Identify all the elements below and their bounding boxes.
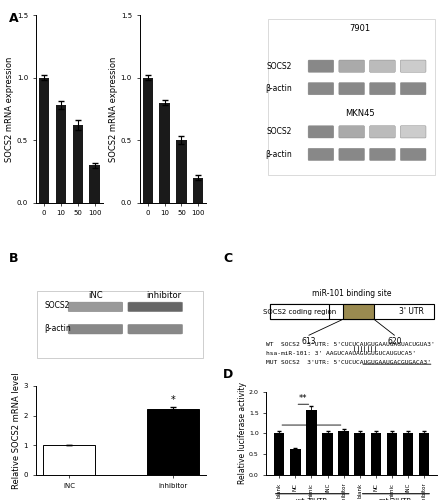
- FancyBboxPatch shape: [270, 304, 330, 319]
- Text: miR-101 binding site: miR-101 binding site: [312, 289, 392, 298]
- FancyBboxPatch shape: [308, 148, 334, 160]
- FancyBboxPatch shape: [370, 60, 395, 72]
- FancyBboxPatch shape: [68, 324, 123, 334]
- Text: 613: 613: [302, 337, 316, 346]
- Text: D: D: [223, 368, 233, 380]
- FancyBboxPatch shape: [339, 148, 364, 160]
- Bar: [39, 78, 49, 203]
- FancyBboxPatch shape: [370, 126, 395, 138]
- FancyBboxPatch shape: [68, 302, 123, 312]
- FancyBboxPatch shape: [128, 324, 182, 334]
- Text: mt 3'UTR: mt 3'UTR: [379, 498, 411, 500]
- Text: β-actin: β-actin: [265, 84, 292, 94]
- Bar: [339, 432, 349, 475]
- Bar: [355, 434, 365, 475]
- Bar: [322, 434, 333, 475]
- Text: A: A: [9, 12, 19, 26]
- Bar: [371, 434, 381, 475]
- FancyBboxPatch shape: [401, 148, 426, 160]
- Bar: [160, 102, 169, 203]
- Bar: [403, 434, 413, 475]
- FancyBboxPatch shape: [308, 126, 334, 138]
- Text: iNC: iNC: [88, 291, 103, 300]
- Bar: [290, 449, 301, 475]
- Text: wt 3'UTR: wt 3'UTR: [296, 498, 327, 500]
- Text: B: B: [9, 252, 18, 266]
- FancyBboxPatch shape: [339, 60, 364, 72]
- Bar: [419, 434, 429, 475]
- Text: SOCS2: SOCS2: [44, 302, 70, 310]
- Bar: [56, 105, 66, 203]
- Bar: [143, 78, 153, 203]
- FancyBboxPatch shape: [343, 304, 374, 319]
- Bar: [274, 434, 285, 475]
- Text: **: **: [307, 415, 316, 424]
- FancyBboxPatch shape: [339, 126, 364, 138]
- Text: β-actin: β-actin: [44, 324, 71, 332]
- FancyBboxPatch shape: [128, 302, 182, 312]
- FancyBboxPatch shape: [401, 82, 426, 95]
- Text: hsa-miR-101: 3' AAGUCAAUAGUGUGUCAUGUCA5': hsa-miR-101: 3' AAGUCAAUAGUGUGUCAUGUCA5': [266, 350, 416, 356]
- Text: MKN45: MKN45: [345, 109, 375, 118]
- Text: 7901: 7901: [350, 24, 371, 34]
- Y-axis label: Relative luciferase activity: Relative luciferase activity: [238, 382, 248, 484]
- Bar: [73, 125, 83, 203]
- Bar: [147, 409, 199, 475]
- Bar: [176, 140, 186, 203]
- FancyBboxPatch shape: [308, 82, 334, 95]
- Y-axis label: SOCS2 mRNA expression: SOCS2 mRNA expression: [5, 56, 14, 162]
- Bar: [90, 165, 99, 203]
- Text: C: C: [223, 252, 232, 266]
- FancyBboxPatch shape: [370, 148, 395, 160]
- FancyBboxPatch shape: [370, 82, 395, 95]
- Text: β-actin: β-actin: [265, 150, 292, 159]
- FancyBboxPatch shape: [401, 60, 426, 72]
- FancyBboxPatch shape: [308, 60, 334, 72]
- Text: **: **: [299, 394, 308, 404]
- Text: 620: 620: [387, 337, 402, 346]
- Text: WT  SOCS2  3'UTR: 5'CUCUCAUGUGAAUGAGUACUGUA3': WT SOCS2 3'UTR: 5'CUCUCAUGUGAAUGAGUACUGU…: [266, 342, 435, 346]
- Text: SOCS2 coding region: SOCS2 coding region: [263, 308, 336, 314]
- FancyBboxPatch shape: [339, 82, 364, 95]
- FancyBboxPatch shape: [401, 126, 426, 138]
- FancyBboxPatch shape: [270, 304, 434, 319]
- Y-axis label: SOCS2 mRNA expression: SOCS2 mRNA expression: [109, 56, 118, 162]
- Text: 3' UTR: 3' UTR: [399, 307, 424, 316]
- Text: inhibitor: inhibitor: [146, 291, 182, 300]
- Bar: [43, 446, 95, 475]
- Text: *: *: [170, 395, 175, 405]
- Text: SOCS2: SOCS2: [267, 128, 292, 136]
- Text: MUT SOCS2  3'UTR: 5'CUCUCAUGUGAAUGACGUGACA3': MUT SOCS2 3'UTR: 5'CUCUCAUGUGAAUGACGUGAC…: [266, 360, 431, 364]
- Bar: [306, 410, 317, 475]
- Bar: [387, 434, 397, 475]
- Bar: [193, 178, 203, 203]
- Text: SOCS2: SOCS2: [267, 62, 292, 71]
- Y-axis label: Relative SOCS2 mRNA level: Relative SOCS2 mRNA level: [12, 372, 21, 489]
